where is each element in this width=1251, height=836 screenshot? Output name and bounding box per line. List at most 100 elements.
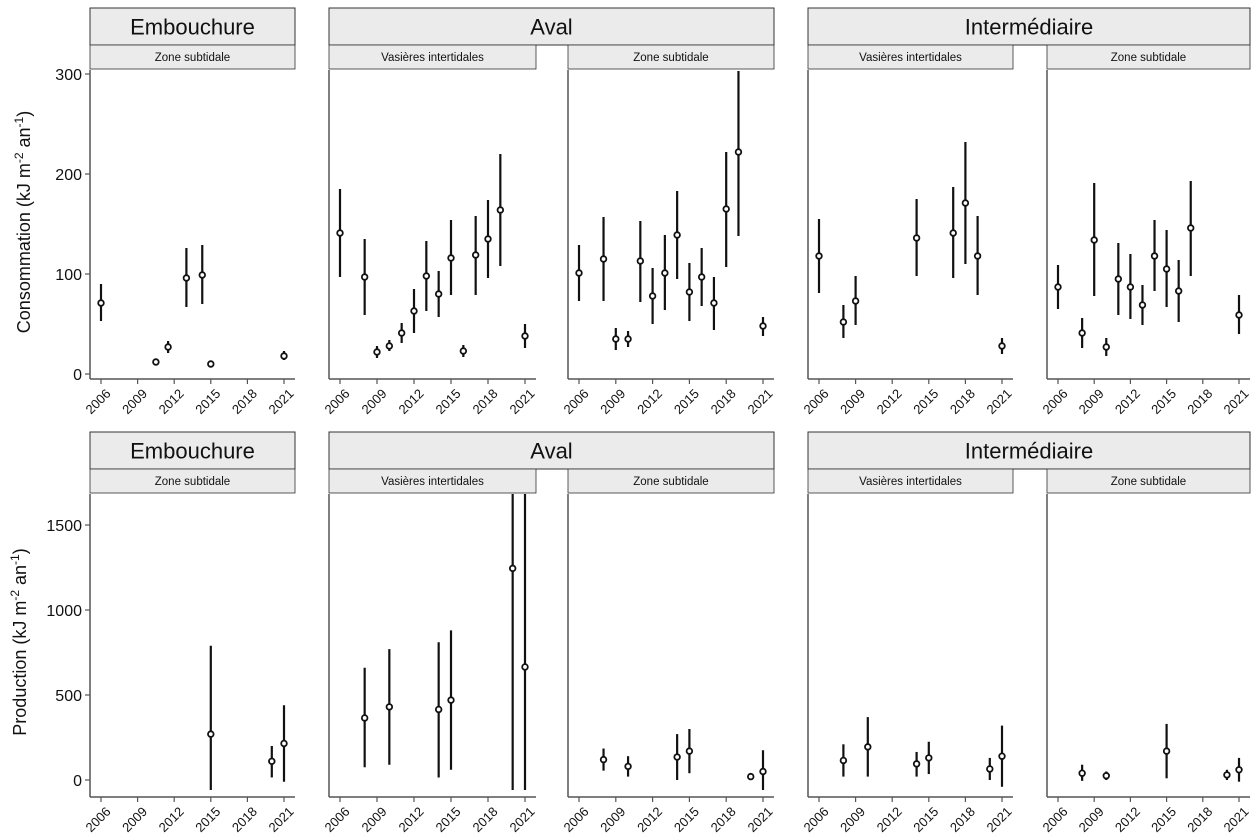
data-point <box>521 332 529 340</box>
data-point <box>697 273 706 281</box>
y-axis-label: Production (kJ m-2 an-1) <box>8 548 30 735</box>
data-point <box>851 297 860 305</box>
x-tick-label: 2018 <box>1184 804 1215 835</box>
x-tick-label: 2021 <box>744 386 775 417</box>
data-point <box>624 762 632 771</box>
data-point <box>636 257 645 265</box>
data-point <box>986 765 994 773</box>
zone-strip-label: Vasières intertidales <box>859 476 962 488</box>
data-point <box>434 290 443 298</box>
group-strip <box>89 7 296 46</box>
zone-strip <box>1046 44 1251 70</box>
x-tick-label: 2018 <box>708 386 739 417</box>
data-point <box>864 743 872 751</box>
y-tick-label: 500 <box>55 688 82 705</box>
x-tick-label: 2012 <box>156 804 187 835</box>
x-tick-label: 2021 <box>983 804 1014 835</box>
data-point <box>385 703 394 711</box>
x-tick-label: 2006 <box>560 386 591 417</box>
data-point <box>815 252 823 260</box>
x-tick-label: 2015 <box>432 386 463 417</box>
data-point <box>1162 265 1171 273</box>
y-axis-label-part: ) <box>10 548 30 554</box>
x-tick-label: 2021 <box>983 386 1014 417</box>
data-point <box>447 254 455 262</box>
x-tick-label: 2012 <box>1112 804 1143 835</box>
y-axis-label-part: an <box>14 127 34 152</box>
x-tick-label: 2018 <box>229 804 260 835</box>
zone-strip <box>567 44 775 70</box>
data-point <box>685 747 694 755</box>
data-point <box>722 205 730 213</box>
y-axis-label-part: Production (kJ m <box>10 601 30 736</box>
data-point <box>484 235 492 243</box>
x-tick-label: 2018 <box>229 386 260 417</box>
data-point <box>336 229 344 237</box>
zone-strip-label: Zone subtidale <box>1111 476 1186 488</box>
x-tick-label: 2012 <box>156 386 187 417</box>
data-point <box>1150 252 1159 260</box>
y-axis-label-part: Consommation (kJ m <box>14 163 34 333</box>
data-point <box>1187 224 1195 232</box>
data-point <box>1223 771 1231 779</box>
x-tick-label: 2018 <box>708 804 739 835</box>
x-tick-label: 2006 <box>800 804 831 835</box>
data-point <box>1114 275 1123 283</box>
data-point <box>1102 343 1110 351</box>
y-axis-label-part: -2 <box>8 590 22 601</box>
data-point <box>961 199 970 207</box>
x-tick-label: 2009 <box>358 804 389 835</box>
x-tick-label: 2018 <box>469 386 500 417</box>
zone-strip <box>328 468 537 494</box>
data-point <box>710 299 718 307</box>
data-point <box>521 663 529 671</box>
x-tick-label: 2018 <box>947 386 978 417</box>
data-point <box>1054 283 1062 291</box>
y-tick-label: 200 <box>55 167 82 184</box>
x-tick-label: 2012 <box>874 386 905 417</box>
x-tick-label: 2015 <box>432 804 463 835</box>
data-point <box>599 255 608 263</box>
data-point <box>648 292 657 300</box>
zone-strip-label: Zone subtidale <box>633 476 708 488</box>
x-tick-label: 2012 <box>395 386 426 417</box>
data-point <box>434 705 443 714</box>
x-tick-label: 2006 <box>82 386 113 417</box>
x-tick-label: 2009 <box>597 804 628 835</box>
x-tick-label: 2009 <box>119 386 150 417</box>
data-point <box>998 342 1006 350</box>
data-point <box>998 752 1006 760</box>
data-point <box>925 754 933 762</box>
zone-strip <box>567 468 775 494</box>
zone-strip <box>89 44 296 70</box>
x-tick-label: 2012 <box>634 804 665 835</box>
y-tick-label: 100 <box>55 267 82 284</box>
data-point <box>734 148 743 156</box>
data-point <box>612 335 620 343</box>
x-tick-label: 2018 <box>469 804 500 835</box>
x-tick-label: 2006 <box>321 386 352 417</box>
data-point <box>1235 766 1243 774</box>
data-point <box>1078 329 1086 337</box>
data-point <box>268 757 276 765</box>
zone-strip <box>89 468 296 494</box>
data-point <box>1102 772 1110 780</box>
zone-strip <box>328 44 537 70</box>
x-tick-label: 2015 <box>671 804 702 835</box>
y-tick-label: 300 <box>55 67 82 84</box>
x-tick-label: 2006 <box>560 804 591 835</box>
x-tick-label: 2015 <box>671 386 702 417</box>
x-tick-label: 2009 <box>119 804 150 835</box>
data-point <box>164 343 172 351</box>
x-tick-label: 2009 <box>358 386 389 417</box>
data-point <box>949 229 957 237</box>
x-tick-label: 2021 <box>506 386 537 417</box>
x-tick-label: 2009 <box>837 386 868 417</box>
x-tick-label: 2015 <box>1148 386 1179 417</box>
data-point <box>422 272 431 280</box>
y-tick-label: 1000 <box>46 603 82 620</box>
data-point <box>97 299 105 307</box>
x-tick-label: 2006 <box>1039 804 1070 835</box>
data-point <box>912 760 921 768</box>
